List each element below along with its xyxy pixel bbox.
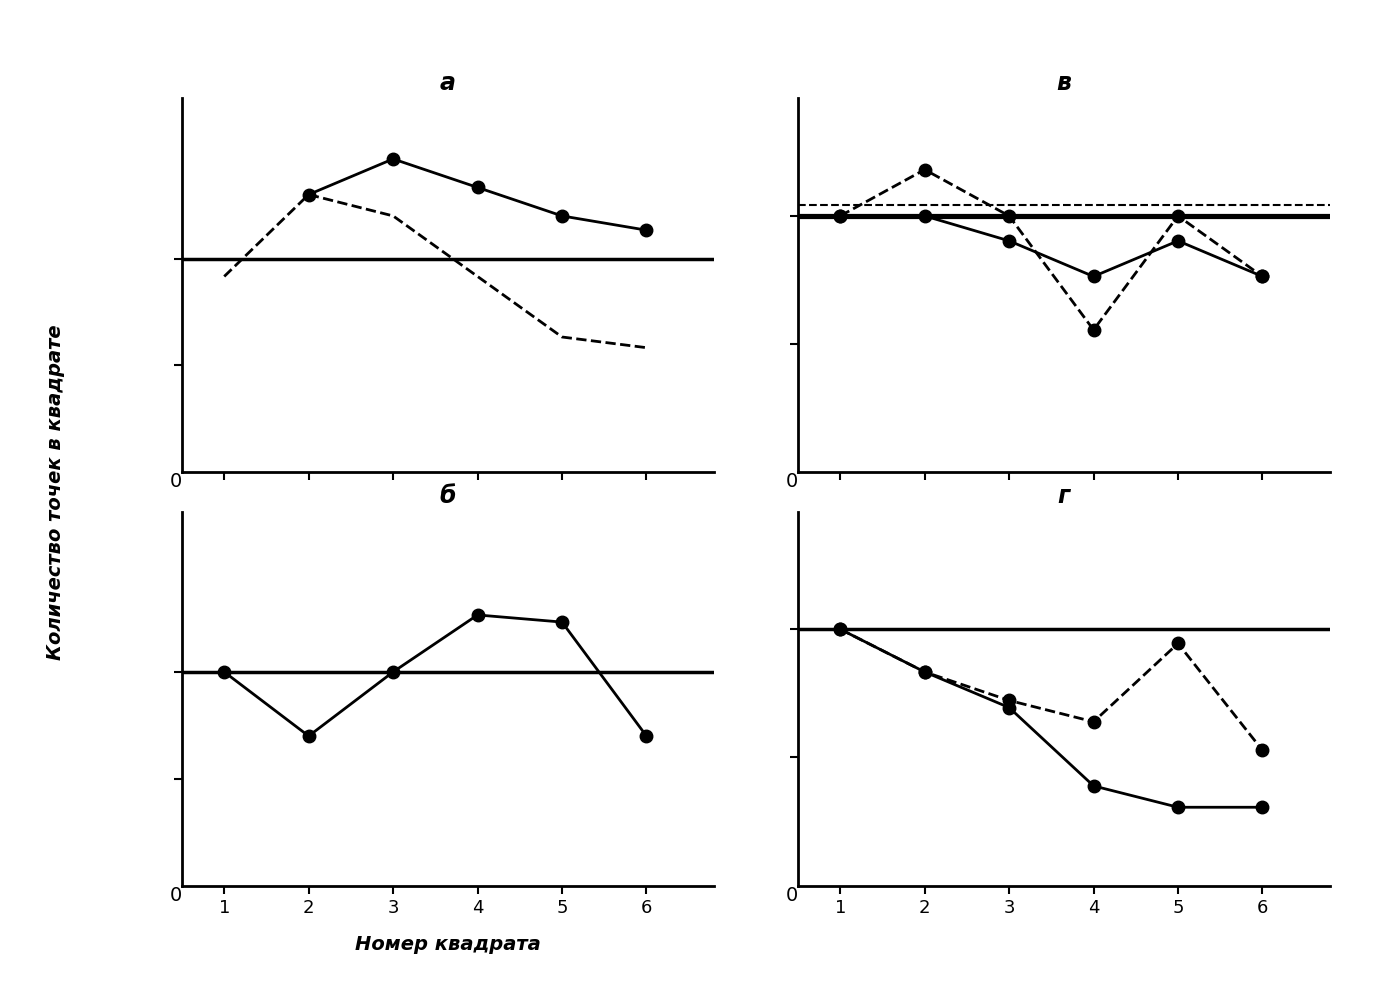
Title: а: а bbox=[440, 71, 456, 95]
Text: Номер квадрата: Номер квадрата bbox=[356, 935, 540, 954]
Text: 0: 0 bbox=[785, 886, 798, 904]
Title: г: г bbox=[1058, 484, 1070, 509]
Text: Количество точек в квадрате: Количество точек в квадрате bbox=[46, 324, 66, 660]
Text: 0: 0 bbox=[169, 886, 182, 904]
Text: 0: 0 bbox=[169, 472, 182, 491]
Title: б: б bbox=[440, 484, 456, 509]
Title: в: в bbox=[1057, 71, 1071, 95]
Text: 0: 0 bbox=[785, 472, 798, 491]
